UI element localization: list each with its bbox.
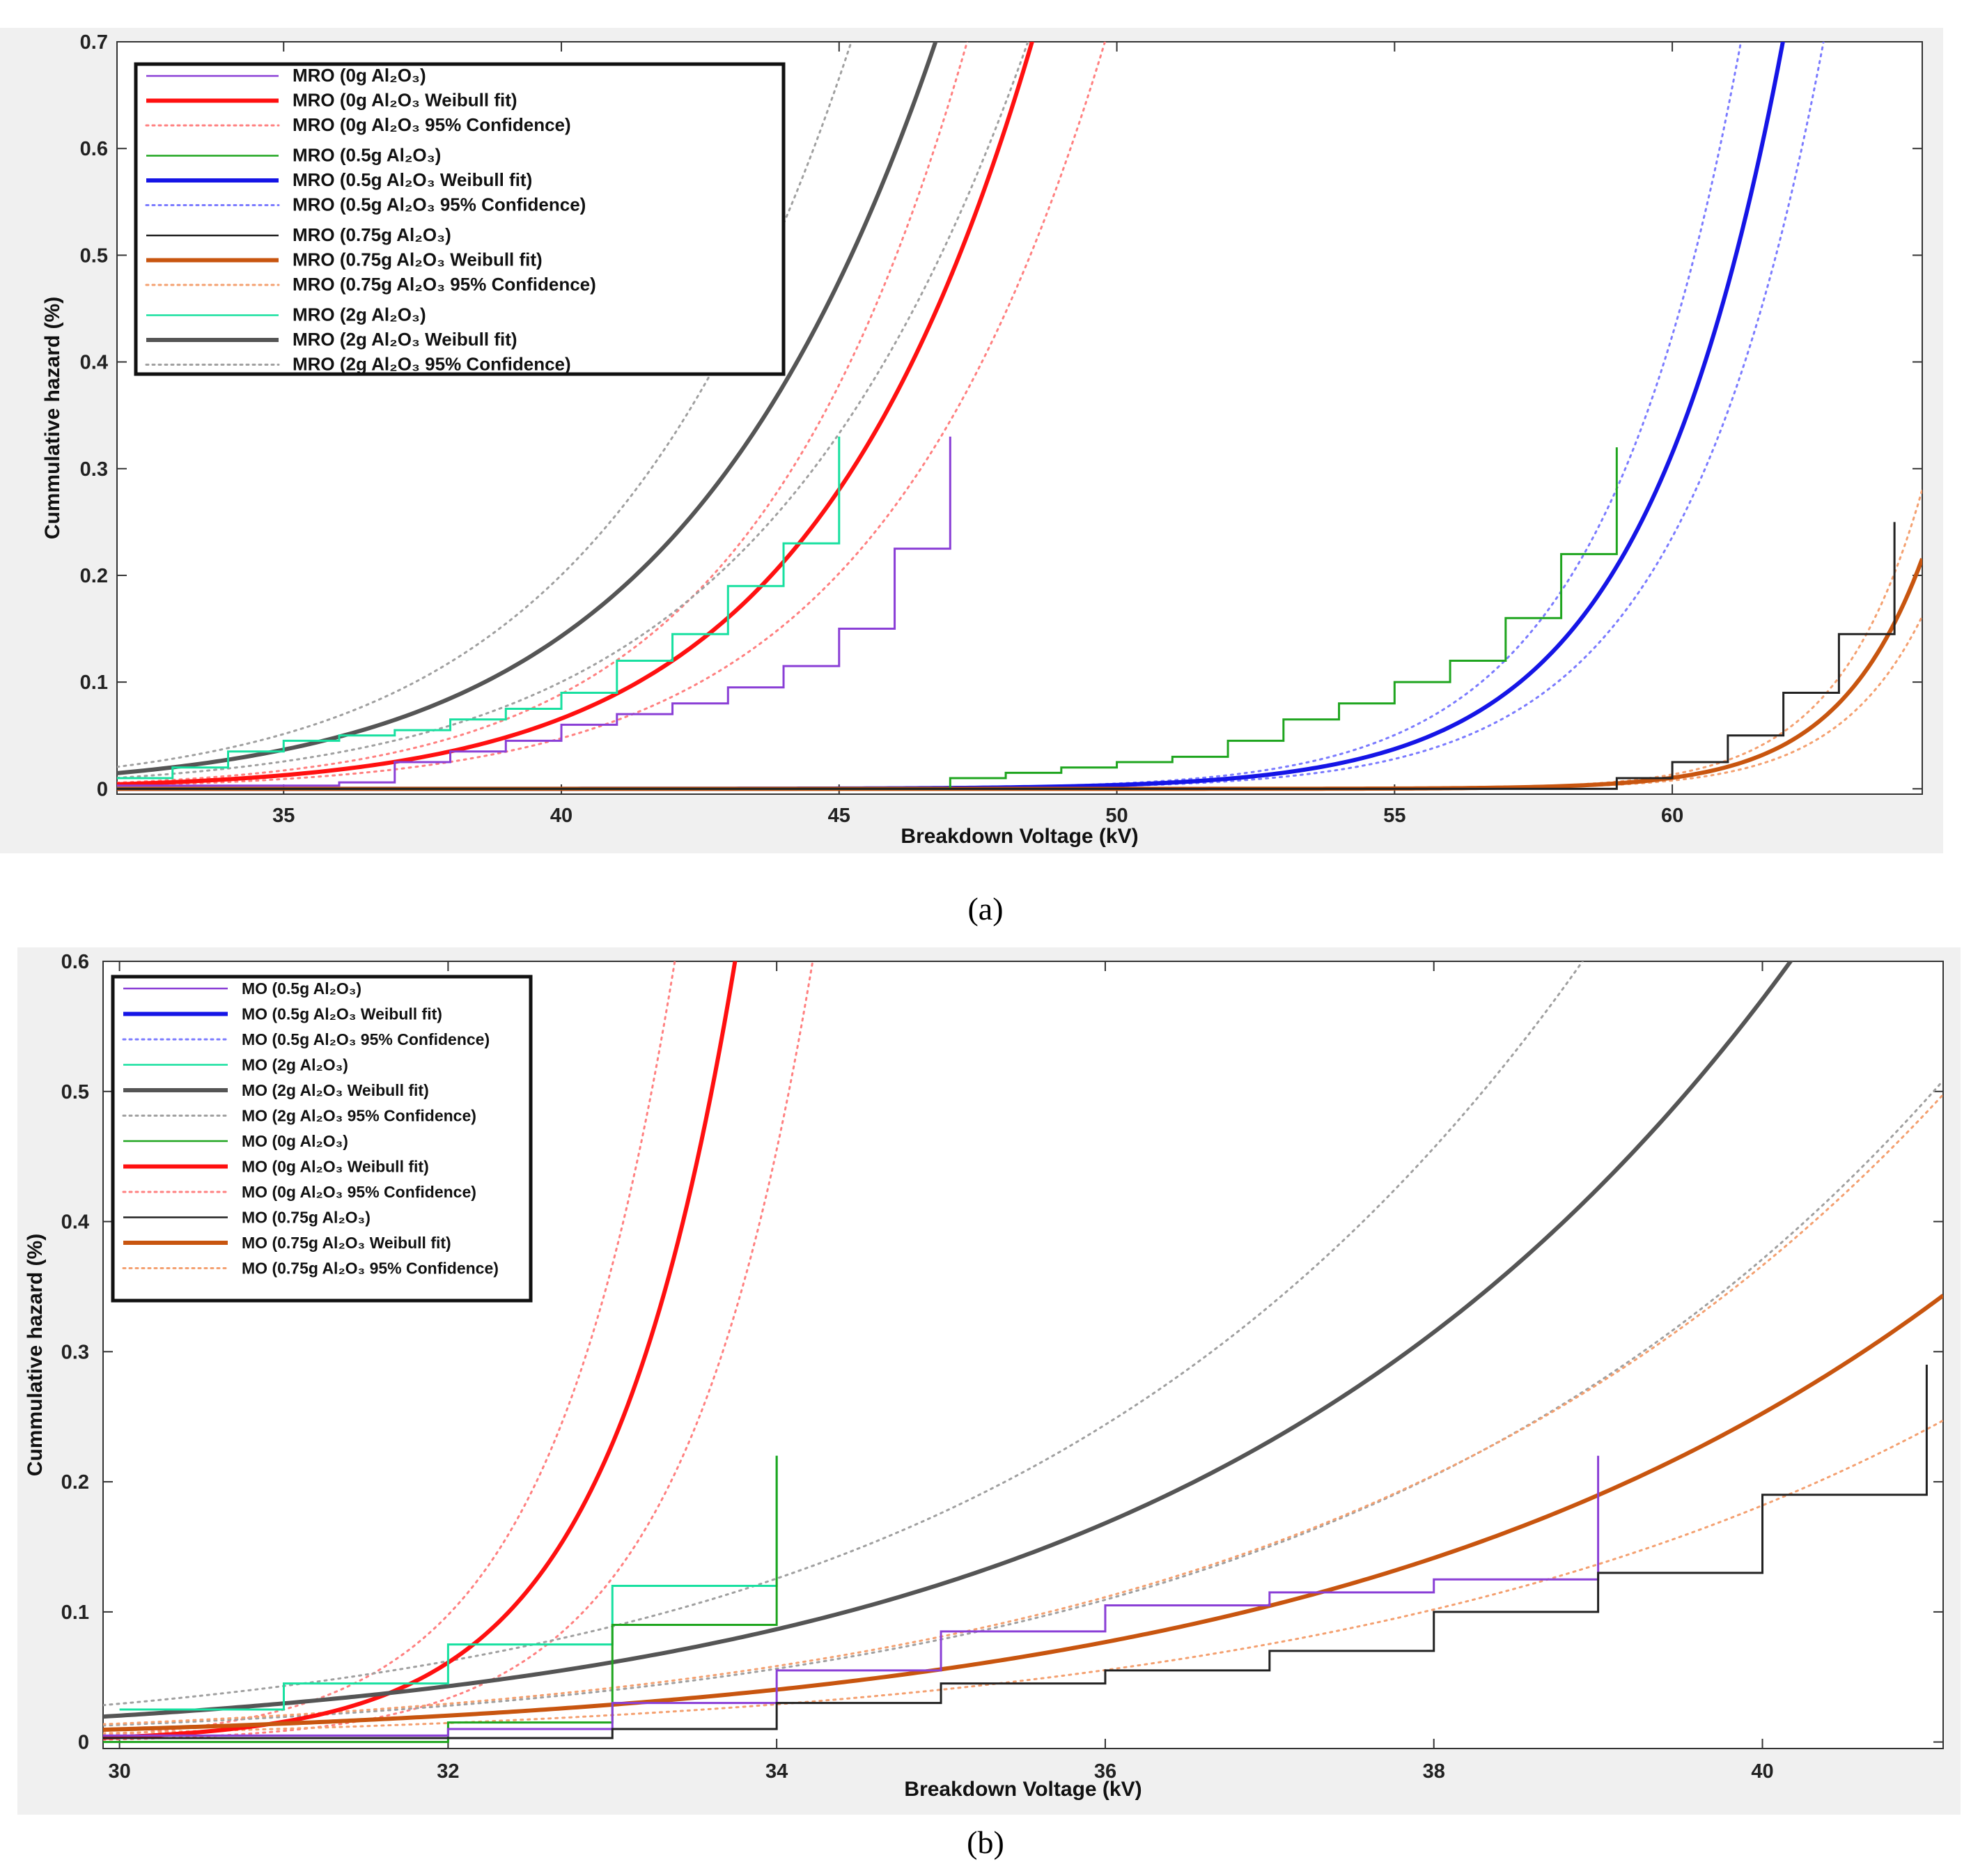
series-group-b [103, 961, 1943, 1744]
x-tick-label-a: 40 [550, 805, 572, 827]
legend-label-mro-0g-al2o3-95-confidence: MRO (0g Al₂O₃ 95% Confidence) [293, 114, 571, 135]
y-tick-label-a: 0.2 [80, 565, 108, 587]
series-mro-2g-al2o3-95-confidence-upper [117, 42, 852, 768]
x-tick-label-b: 40 [1751, 1760, 1773, 1783]
x-tick-label-b: 30 [108, 1760, 130, 1783]
series-mo-2g-al2o3-95-confidence-upper [103, 961, 1584, 1707]
x-tick-label-a: 45 [828, 805, 850, 827]
series-mo-2g-al2o3-95-confidence-lower [103, 1079, 1943, 1727]
y-tick-label-a: 0.6 [80, 138, 108, 160]
series-mo-0-75g-al2o3 [103, 1365, 1928, 1739]
series-mro-0-5g-al2o3 [117, 447, 1618, 790]
y-tick-label-b: 0 [78, 1732, 89, 1754]
series-mro-0g-al2o3-weibull-fit [117, 42, 1034, 786]
y-tick-label-b: 0.2 [61, 1471, 89, 1494]
series-mo-0-5g-al2o3 [103, 1455, 1600, 1737]
series-mo-0-75g-al2o3-95-confidence-lower [103, 1419, 1943, 1735]
legend-label-mo-2g-al2o3: MO (2g Al₂O₃) [242, 1056, 348, 1074]
series-mro-2g-al2o3-95-confidence-lower [117, 42, 1029, 780]
caption-b: (b) [967, 1824, 1004, 1860]
legend-label-mo-0-5g-al2o3: MO (0.5g Al₂O₃) [242, 979, 361, 998]
series-mro-0g-al2o3-95-confidence-upper [117, 42, 969, 784]
caption-a: (a) [967, 891, 1003, 927]
legend-label-mo-0g-al2o3-weibull-fit: MO (0g Al₂O₃ Weibull fit) [242, 1158, 429, 1176]
series-mro-0g-al2o3 [117, 436, 951, 787]
y-tick-label-a: 0.1 [80, 672, 108, 694]
series-mo-0g-al2o3-weibull-fit [103, 961, 738, 1740]
series-mro-0g-al2o3-95-confidence-lower [117, 42, 1107, 787]
chart-a: 35 40 45 50 55 60 0 0.1 0.2 0.3 0.4 0.5 0.6 0.7 Breakd… [41, 31, 1923, 848]
y-tick-label-a: 0.7 [80, 31, 108, 54]
legend-label-mo-0-75g-al2o3: MO (0.75g Al₂O₃) [242, 1209, 371, 1227]
legend-label-mo-0-75g-al2o3-weibull-fit: MO (0.75g Al₂O₃ Weibull fit) [242, 1234, 451, 1252]
series-mo-2g-al2o3-weibull-fit [103, 961, 1793, 1719]
y-tick-label-b: 0.1 [61, 1602, 89, 1624]
legend-a: MRO (0g Al₂O₃) MRO (0g Al₂O₃ Weibull fit)… [134, 62, 786, 376]
legend-label-mro-0g-al2o3-weibull-fit: MRO (0g Al₂O₃ Weibull fit) [293, 90, 517, 111]
series-mo-2g-al2o3 [119, 1455, 778, 1711]
y-tick-label-b: 0.5 [61, 1081, 89, 1103]
series-mro-2g-al2o3-weibull-fit [117, 42, 938, 775]
x-tick-label-a: 50 [1105, 805, 1128, 827]
legend-label-mro-0-5g-al2o3: MRO (0.5g Al₂O₃) [293, 145, 441, 166]
legend-label-mo-2g-al2o3-95-confidence: MO (2g Al₂O₃ 95% Confidence) [242, 1107, 476, 1125]
series-mo-0-75g-al2o3-weibull-fit [103, 1294, 1943, 1732]
legend-label-mro-0-5g-al2o3-weibull-fit: MRO (0.5g Al₂O₃ Weibull fit) [293, 169, 532, 190]
y-axis-label-a: Cummulative hazard (%) [41, 297, 64, 539]
x-tick-label-a: 55 [1383, 805, 1405, 827]
legend-label-mro-0-75g-al2o3-95-confidence: MRO (0.75g Al₂O₃ 95% Confidence) [293, 274, 596, 295]
y-axis-label-b: Cummulative hazard (%) [24, 1234, 47, 1476]
series-mo-0g-al2o3-95-confidence-lower [103, 961, 814, 1741]
legend-label-mro-2g-al2o3: MRO (2g Al₂O₃) [293, 304, 426, 325]
series-mro-2g-al2o3 [117, 436, 841, 780]
x-tick-label-a: 35 [272, 805, 295, 827]
legend-label-mro-0-75g-al2o3: MRO (0.75g Al₂O₃) [293, 224, 451, 245]
y-tick-label-a: 0 [97, 778, 108, 800]
x-tick-label-b: 38 [1423, 1760, 1445, 1783]
legend-label-mro-2g-al2o3-weibull-fit: MRO (2g Al₂O₃ Weibull fit) [293, 329, 517, 350]
y-tick-label-b: 0.4 [61, 1211, 89, 1234]
x-tick-label-b: 32 [437, 1760, 459, 1783]
legend-label-mo-0g-al2o3: MO (0g Al₂O₃) [242, 1132, 348, 1150]
legend-b: MO (0.5g Al₂O₃) MO (0.5g Al₂O₃ Weibull fi… [111, 975, 533, 1303]
y-tick-label-a: 0.5 [80, 245, 108, 267]
legend-label-mo-0g-al2o3-95-confidence: MO (0g Al₂O₃ 95% Confidence) [242, 1183, 476, 1201]
chart-b: 30 32 34 36 38 40 0 0.1 0.2 0.3 0.4 0.5 0.6 Breakdown… [24, 951, 1944, 1801]
legend-label-mo-2g-al2o3-weibull-fit: MO (2g Al₂O₃ Weibull fit) [242, 1081, 429, 1099]
x-tick-label-b: 36 [1094, 1760, 1116, 1783]
legend-box-a [134, 62, 786, 376]
x-tick-label-a: 60 [1661, 805, 1683, 827]
legend-label-mro-0g-al2o3: MRO (0g Al₂O₃) [293, 65, 426, 86]
legend-label-mo-0-5g-al2o3-weibull-fit: MO (0.5g Al₂O₃ Weibull fit) [242, 1005, 442, 1023]
x-axis-label-b: Breakdown Voltage (kV) [904, 1778, 1142, 1801]
y-tick-label-b: 0.3 [61, 1341, 89, 1363]
series-mo-0g-al2o3-95-confidence-upper [103, 961, 676, 1737]
x-tick-label-b: 34 [765, 1760, 788, 1783]
legend-label-mo-0-5g-al2o3-95-confidence: MO (0.5g Al₂O₃ 95% Confidence) [242, 1030, 490, 1048]
legend-label-mro-0-75g-al2o3-weibull-fit: MRO (0.75g Al₂O₃ Weibull fit) [293, 249, 543, 270]
series-mro-0-75g-al2o3 [117, 522, 1896, 790]
legend-label-mo-0-75g-al2o3-95-confidence: MO (0.75g Al₂O₃ 95% Confidence) [242, 1259, 499, 1278]
y-tick-label-a: 0.4 [80, 352, 108, 374]
legend-box-b [111, 975, 533, 1303]
y-tick-label-b: 0.6 [61, 951, 89, 973]
x-axis-label-a: Breakdown Voltage (kV) [901, 825, 1138, 848]
legend-label-mro-0-5g-al2o3-95-confidence: MRO (0.5g Al₂O₃ 95% Confidence) [293, 194, 586, 215]
legend-label-mro-2g-al2o3-95-confidence: MRO (2g Al₂O₃ 95% Confidence) [293, 354, 571, 375]
series-group-a [117, 42, 1922, 791]
series-mo-0-75g-al2o3-95-confidence-upper [103, 1093, 1943, 1726]
y-tick-label-a: 0.3 [80, 458, 108, 481]
